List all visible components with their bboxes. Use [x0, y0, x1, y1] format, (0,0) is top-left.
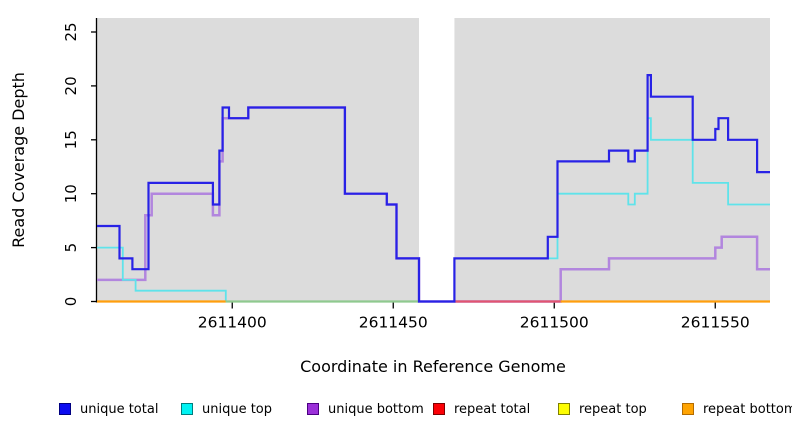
x-tick-label: 2611450: [359, 314, 428, 332]
x-tick-label: 2611500: [520, 314, 589, 332]
legend-item-unique-total: unique total: [59, 399, 158, 419]
y-tick-label: 10: [62, 184, 80, 203]
legend-swatch-icon: [307, 403, 319, 415]
legend-swatch-icon: [558, 403, 570, 415]
series-line-unique-total: [97, 74, 770, 303]
y-axis-title: Read Coverage Depth: [9, 72, 28, 248]
y-tick-label: 20: [62, 76, 80, 95]
legend-label: repeat top: [579, 401, 647, 417]
legend-swatch-icon: [59, 403, 71, 415]
y-tick-label: 25: [62, 22, 80, 41]
plot-dynamic-layer: 0 5 10 15 20 25 2611400 2611450 2611500 2611550: [62, 18, 770, 332]
legend-label: unique top: [202, 401, 273, 417]
legend-label: repeat bottom: [703, 401, 792, 417]
legend-label: unique total: [80, 401, 159, 417]
legend-item-unique-top: unique top: [181, 399, 272, 419]
series-line-unique-top: [97, 117, 770, 303]
x-axis-title: Coordinate in Reference Genome: [300, 357, 566, 376]
legend-swatch-icon: [433, 403, 445, 415]
x-tick-label: 2611400: [198, 314, 267, 332]
legend-swatch-icon: [181, 403, 193, 415]
legend-label: repeat total: [454, 401, 531, 417]
y-tick-label: 5: [62, 243, 80, 253]
legend: unique total unique top unique bottom repea…: [0, 399, 792, 423]
legend-item-repeat-top: repeat top: [558, 399, 647, 419]
legend-item-repeat-total: repeat total: [433, 399, 530, 419]
legend-item-unique-bottom: unique bottom: [307, 399, 424, 419]
y-tick-label: 0: [62, 297, 80, 307]
legend-swatch-icon: [682, 403, 694, 415]
legend-label: unique bottom: [328, 401, 424, 417]
coverage-gap-band: [419, 18, 455, 303]
y-tick-label: 15: [62, 130, 80, 149]
legend-item-repeat-bottom: repeat bottom: [682, 399, 792, 419]
x-tick-label: 2611550: [681, 314, 750, 332]
